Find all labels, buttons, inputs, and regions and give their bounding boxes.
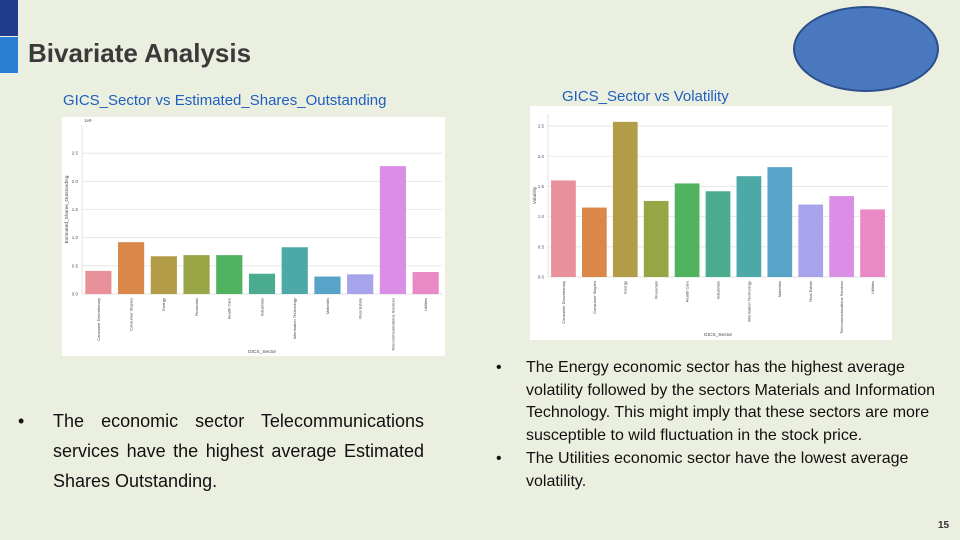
x-tick-label: Health Care (684, 280, 689, 302)
chart1-container: 0.0 0.5 1.0 1.5 2.0 2.5 Consumer Discretionary… (62, 117, 445, 356)
x-tick-label: Industrials (715, 281, 720, 299)
bullet-icon: • (496, 450, 502, 468)
chart2-container: 0.0 0.5 1.0 1.5 2.0 2.5 Consumer Discretionary… (530, 106, 892, 340)
bar-1 (85, 270, 112, 294)
chart2-caption: GICS_Sector vs Volatility (562, 88, 729, 105)
y-tick-label: 2.0 (538, 154, 545, 159)
y-tick-label: 1.0 (72, 235, 79, 240)
bar-8 (767, 167, 793, 277)
bar-11 (860, 209, 885, 277)
bullet-text: The Utilities economic sector have the l… (526, 450, 909, 490)
bar-2 (582, 207, 607, 277)
bar-4 (183, 255, 210, 294)
y-tick-label: 2.0 (72, 179, 79, 184)
y-tick-label: 2.5 (538, 124, 545, 129)
x-tick-label: Real Estate (358, 297, 363, 318)
y-tick-label: 1.0 (538, 214, 545, 219)
left-bullet-list: • The economic sector Telecommunications… (18, 406, 424, 496)
x-axis-label: GICS_Sector (704, 332, 733, 338)
bullet-icon: • (18, 411, 25, 431)
x-tick-label: Materials (777, 281, 782, 297)
bar-10 (379, 166, 406, 294)
bar-6 (705, 191, 731, 277)
y-tick-label: 2.5 (72, 151, 79, 156)
x-tick-label: Financials (194, 298, 199, 316)
chart1-svg: 0.0 0.5 1.0 1.5 2.0 2.5 Consumer Discretionary… (64, 118, 442, 355)
y-tick-label: 0.0 (72, 292, 79, 297)
x-tick-label: Health Care (227, 297, 232, 319)
x-tick-label: Financials (654, 281, 659, 299)
decorative-ellipse (793, 6, 939, 92)
y-tick-label: 0.5 (538, 244, 545, 249)
slide-title: Bivariate Analysis (28, 38, 252, 68)
list-item: • The Utilities economic sector have the… (496, 448, 941, 493)
bar-3 (612, 121, 638, 277)
bar-2 (118, 242, 145, 294)
chart1-caption: GICS_Sector vs Estimated_Shares_Outstand… (63, 92, 387, 109)
bar-5 (216, 255, 243, 294)
bar-9 (347, 274, 374, 294)
accent-bar-dark (0, 0, 18, 36)
bar-7 (281, 247, 308, 294)
bar-6 (248, 273, 276, 294)
x-tick-label: Telecommunications Services (839, 281, 844, 334)
x-axis-label: GICS_Sector (248, 349, 277, 355)
bar-7 (736, 176, 762, 277)
y-tick-label: 1.5 (72, 207, 79, 212)
x-tick-label: Energy (161, 298, 166, 311)
x-tick-label: Industrials (259, 298, 264, 316)
x-tick-label: Telecommunications Services (390, 298, 395, 351)
y-tick-label: 0.5 (72, 263, 79, 268)
list-item: • The economic sector Telecommunications… (18, 406, 424, 496)
x-tick-label: Consumer Staples (592, 281, 597, 314)
y-axis-label: Volatility (532, 186, 538, 204)
x-tick-label: Energy (623, 281, 628, 294)
bar-11 (412, 272, 439, 294)
x-tick-label: Real Estate (808, 280, 813, 301)
x-tick-label: Information Technology (746, 281, 751, 322)
bullet-icon: • (496, 359, 502, 376)
x-tick-label: Utilities (423, 298, 428, 311)
bar-4 (643, 200, 669, 277)
x-tick-label: Consumer Discretionary (561, 281, 566, 324)
page-number: 15 (938, 520, 950, 531)
list-item: • The Energy economic sector has the hig… (496, 357, 941, 447)
x-tick-label: Materials (325, 298, 330, 314)
bullet-text: The Energy economic sector has the highe… (526, 359, 936, 444)
bar-10 (829, 196, 854, 277)
right-bullet-list: • The Energy economic sector has the hig… (496, 357, 941, 495)
bar-3 (150, 256, 177, 294)
bullet-text: The economic sector Telecommunications s… (53, 411, 424, 491)
accent-bar-light (0, 37, 18, 73)
y-tick-label: 0.0 (538, 275, 545, 280)
x-tick-label: Utilities (870, 281, 875, 294)
bar-5 (674, 183, 700, 277)
scale-label: 1e9 (84, 118, 92, 123)
bar-1 (551, 180, 576, 277)
x-tick-label: Information Technology (292, 298, 297, 339)
bar-8 (314, 276, 341, 294)
y-axis-label: Estimated_Shares_Outstanding (64, 175, 70, 243)
y-tick-label: 1.5 (538, 184, 545, 189)
x-tick-label: Consumer Staples (128, 298, 133, 331)
chart2-svg: 0.0 0.5 1.0 1.5 2.0 2.5 Consumer Discretionary… (532, 114, 888, 338)
bar-9 (798, 204, 824, 277)
x-tick-label: Consumer Discretionary (96, 298, 101, 341)
